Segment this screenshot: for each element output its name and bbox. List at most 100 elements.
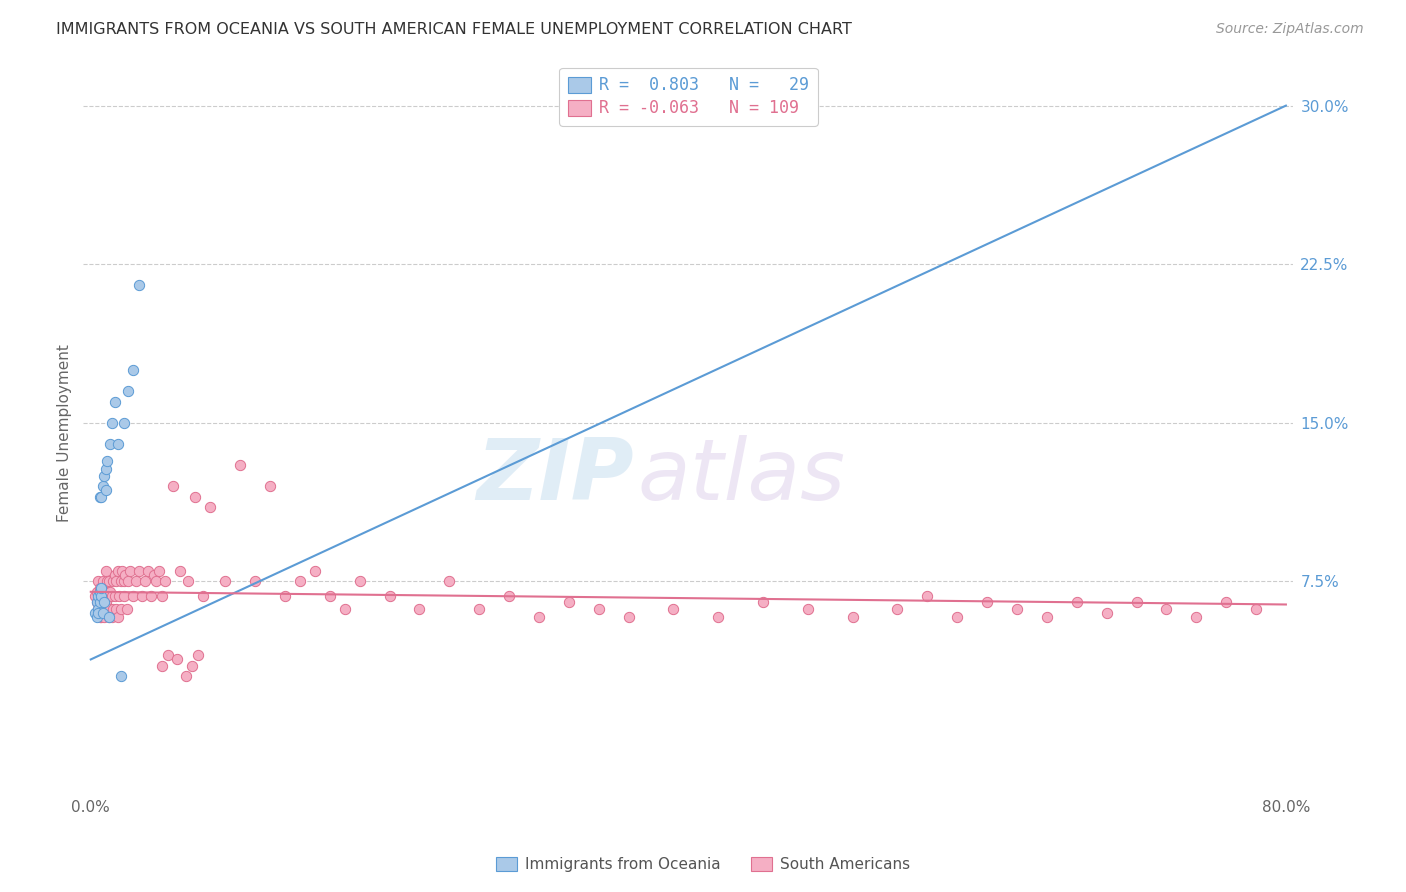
Point: [90, 490, 112, 504]
Point: [89, 610, 111, 624]
Point: [110, 574, 132, 589]
Text: IMMIGRANTS FROM OCEANIA VS SOUTH AMERICAN FEMALE UNEMPLOYMENT CORRELATION CHART: IMMIGRANTS FROM OCEANIA VS SOUTH AMERICA…: [56, 22, 852, 37]
Point: [707, 610, 730, 624]
Point: [96, 601, 118, 615]
Point: [841, 610, 863, 624]
Point: [131, 589, 153, 603]
Point: [84, 606, 107, 620]
Point: [94, 483, 117, 498]
Point: [104, 394, 127, 409]
Point: [148, 564, 170, 578]
Point: [162, 479, 184, 493]
Point: [100, 416, 122, 430]
Point: [378, 589, 401, 603]
Point: [93, 468, 115, 483]
Point: [112, 574, 135, 589]
Point: [100, 589, 122, 603]
Point: [112, 589, 135, 603]
Point: [94, 595, 117, 609]
Point: [259, 479, 281, 493]
Point: [1244, 601, 1267, 615]
Point: [1095, 606, 1118, 620]
Point: [110, 669, 132, 683]
Point: [157, 648, 180, 663]
Point: [96, 454, 118, 468]
Point: [86, 595, 108, 609]
Point: [91, 606, 114, 620]
Point: [96, 574, 118, 589]
Point: [91, 601, 114, 615]
Point: [176, 669, 198, 683]
Point: [662, 601, 685, 615]
Point: [588, 601, 610, 615]
Point: [498, 589, 520, 603]
Point: [333, 601, 356, 615]
Point: [89, 589, 111, 603]
Point: [117, 574, 139, 589]
Point: [112, 416, 135, 430]
Point: [91, 574, 114, 589]
Point: [87, 601, 110, 615]
Point: [169, 564, 191, 578]
Point: [946, 610, 969, 624]
Point: [187, 648, 209, 663]
Point: [181, 658, 204, 673]
Point: [98, 437, 121, 451]
Point: [91, 589, 114, 603]
Point: [408, 601, 430, 615]
Point: [97, 589, 120, 603]
Legend: R =  0.803   N =   29, R = -0.063   N = 109: R = 0.803 N = 29, R = -0.063 N = 109: [560, 68, 817, 126]
Point: [98, 601, 121, 615]
Point: [134, 574, 156, 589]
Point: [107, 610, 129, 624]
Point: [89, 581, 111, 595]
Point: [128, 564, 150, 578]
Point: [468, 601, 491, 615]
Point: [90, 581, 112, 595]
Point: [107, 437, 129, 451]
Text: Source: ZipAtlas.com: Source: ZipAtlas.com: [1216, 22, 1364, 37]
Point: [121, 363, 143, 377]
Point: [124, 574, 146, 589]
Text: ZIP: ZIP: [477, 435, 634, 518]
Point: [166, 652, 188, 666]
Y-axis label: Female Unemployment: Female Unemployment: [58, 344, 72, 522]
Point: [886, 601, 908, 615]
Point: [349, 574, 371, 589]
Point: [797, 601, 820, 615]
Point: [1066, 595, 1088, 609]
Legend: Immigrants from Oceania, South Americans: Immigrants from Oceania, South Americans: [488, 849, 918, 880]
Point: [274, 589, 297, 603]
Point: [114, 568, 136, 582]
Point: [87, 574, 110, 589]
Point: [1185, 610, 1208, 624]
Point: [105, 601, 128, 615]
Point: [128, 278, 150, 293]
Point: [177, 574, 200, 589]
Point: [87, 601, 110, 615]
Point: [86, 595, 108, 609]
Point: [93, 581, 115, 595]
Point: [90, 589, 112, 603]
Point: [145, 574, 167, 589]
Point: [917, 589, 939, 603]
Point: [617, 610, 640, 624]
Point: [1156, 601, 1178, 615]
Point: [976, 595, 998, 609]
Point: [90, 595, 112, 609]
Point: [229, 458, 252, 472]
Point: [98, 584, 121, 599]
Point: [139, 589, 162, 603]
Point: [104, 589, 127, 603]
Point: [100, 610, 122, 624]
Point: [184, 490, 207, 504]
Point: [152, 658, 174, 673]
Point: [108, 589, 131, 603]
Point: [97, 610, 120, 624]
Point: [136, 564, 159, 578]
Point: [243, 574, 266, 589]
Point: [117, 384, 139, 398]
Text: atlas: atlas: [637, 435, 845, 518]
Point: [97, 610, 120, 624]
Point: [105, 574, 128, 589]
